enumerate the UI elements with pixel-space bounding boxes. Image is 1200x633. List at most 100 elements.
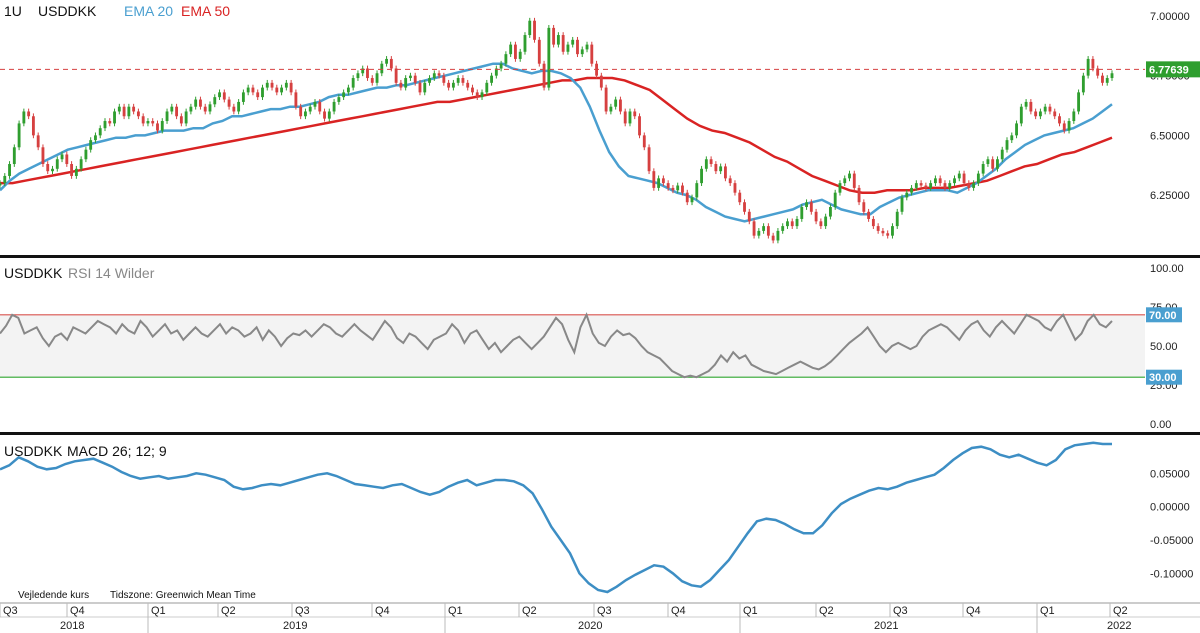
- candle: [752, 218, 756, 239]
- candle: [261, 84, 264, 101]
- year-label: 2021: [874, 620, 898, 632]
- candle: [661, 175, 665, 186]
- candle: [227, 96, 231, 110]
- candle: [22, 108, 26, 127]
- interval-label: 1U: [4, 3, 22, 19]
- candle: [127, 103, 131, 120]
- candle: [375, 70, 379, 86]
- candle: [132, 103, 136, 115]
- year-label: 2020: [578, 620, 602, 632]
- candle: [924, 182, 928, 191]
- candle: [74, 165, 78, 179]
- candle: [1010, 132, 1014, 144]
- candle: [1034, 108, 1038, 120]
- candle: [1105, 75, 1109, 86]
- candle: [962, 170, 966, 186]
- candle: [170, 103, 174, 115]
- candle: [428, 75, 431, 86]
- candle: [103, 118, 107, 132]
- candle: [413, 72, 417, 86]
- candle: [795, 216, 799, 229]
- candle: [976, 170, 980, 186]
- candle: [447, 79, 451, 91]
- candle: [275, 84, 279, 96]
- candle: [619, 96, 622, 115]
- rsi-upper-tag: [1146, 307, 1182, 323]
- candle: [494, 65, 498, 79]
- candle: [1005, 137, 1009, 153]
- candle: [623, 108, 627, 127]
- candle: [871, 216, 875, 229]
- macd-y-tick: 0.05000: [1150, 468, 1190, 480]
- quarter-label: Q3: [295, 605, 310, 617]
- candle: [389, 56, 393, 72]
- candle: [638, 113, 641, 139]
- candle: [404, 75, 408, 91]
- candle: [967, 180, 971, 191]
- candle: [117, 103, 121, 115]
- candle: [1000, 146, 1004, 163]
- candle: [394, 65, 398, 86]
- candle: [991, 156, 995, 172]
- candle: [1058, 113, 1061, 127]
- ema50-legend-label: EMA 50: [181, 3, 230, 19]
- candle: [805, 199, 808, 210]
- candle: [556, 32, 560, 48]
- candle: [194, 96, 198, 110]
- candle: [313, 99, 317, 110]
- macd-line: [0, 441, 1112, 594]
- quarter-label: Q1: [448, 605, 463, 617]
- candle: [953, 175, 956, 186]
- candle: [0, 180, 2, 189]
- candle: [905, 189, 909, 201]
- candle: [509, 41, 513, 58]
- candle: [456, 75, 460, 86]
- candle: [981, 161, 985, 177]
- quarter-label: Q4: [966, 605, 981, 617]
- candle: [299, 103, 303, 120]
- last-price-tag: [1146, 61, 1200, 78]
- candle: [585, 41, 589, 53]
- quarter-label: Q3: [3, 605, 18, 617]
- year-label: 2022: [1107, 620, 1131, 632]
- rsi-band-fill: [0, 314, 1145, 378]
- candle: [199, 96, 202, 110]
- candle: [246, 84, 250, 96]
- candle: [514, 41, 517, 62]
- candle: [1038, 108, 1042, 120]
- time-axis: Q3 Q4 Q1 Q2 Q3 Q4 Q1 Q2 Q3 Q4 Q1 Q2 Q3 Q4 Q1 Q2 2018 201…: [0, 602, 1200, 633]
- candle: [819, 218, 823, 229]
- candle: [599, 72, 603, 91]
- candle: [451, 79, 455, 91]
- candle: [213, 94, 217, 108]
- candle: [743, 199, 746, 215]
- candle: [886, 230, 890, 239]
- candle: [504, 51, 508, 67]
- candle: [8, 161, 11, 179]
- candle: [241, 89, 245, 105]
- ema20-line: [0, 62, 1113, 223]
- candle: [895, 208, 899, 229]
- price-y-tick: 6.25000: [1150, 190, 1190, 202]
- candle: [284, 79, 288, 91]
- candle: [442, 72, 446, 86]
- candle: [867, 208, 871, 222]
- candle: [676, 182, 680, 194]
- candle: [1019, 103, 1023, 127]
- candle: [294, 89, 298, 110]
- candle: [65, 151, 69, 167]
- quarter-label: Q3: [893, 605, 908, 617]
- candle: [776, 228, 780, 244]
- candle: [1101, 72, 1104, 86]
- candle: [747, 208, 751, 225]
- candle: [31, 113, 35, 139]
- candle: [719, 163, 723, 175]
- rsi-title: RSI 14 Wilder: [68, 265, 155, 281]
- candle: [499, 60, 503, 72]
- panel-divider-1: [0, 255, 1200, 258]
- candle: [838, 180, 842, 196]
- candle: [151, 118, 155, 127]
- candle: [165, 108, 169, 124]
